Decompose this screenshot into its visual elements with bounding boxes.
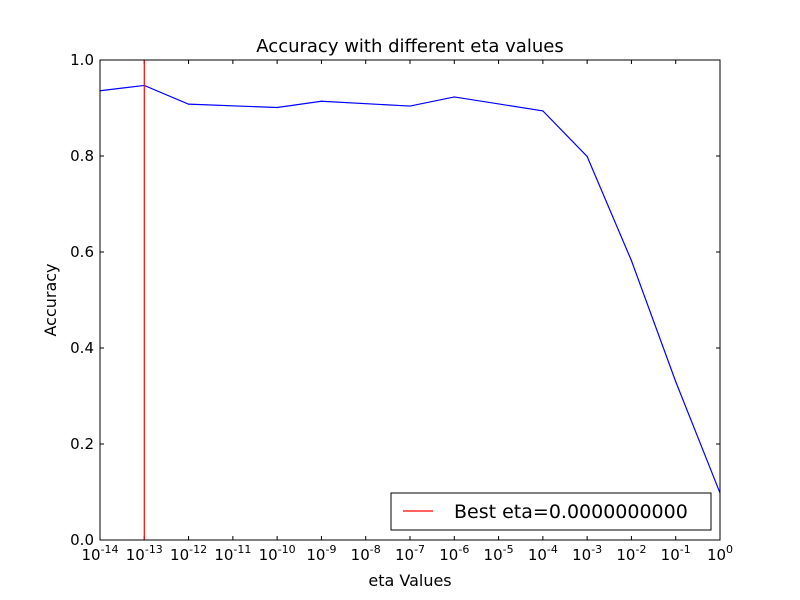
x-tick-exponent: -13 [145,543,163,556]
plot-frame [99,59,721,541]
x-tick-label: 10-14 [81,543,118,564]
x-tick-base: 10 [170,546,189,564]
x-tick-exponent: -5 [503,543,514,556]
x-tick-base: 10 [707,546,726,564]
x-tick-exponent: -9 [325,543,336,556]
x-tick-base: 10 [572,546,591,564]
x-tick-base: 10 [439,546,458,564]
x-tick-label: 10-4 [528,543,558,564]
y-tick-label: 0.4 [70,339,94,357]
x-tick-base: 10 [661,546,680,564]
y-tick-label: 0.8 [70,147,94,165]
x-tick-base: 10 [528,546,547,564]
legend: Best eta=0.0000000000 [390,492,712,531]
x-tick-label: 10-9 [306,543,336,564]
accuracy-point [453,96,455,98]
x-tick-base: 10 [351,546,370,564]
x-tick-base: 10 [616,546,635,564]
y-tick-label: 0.2 [70,435,94,453]
x-tick-base: 10 [214,546,233,564]
x-tick-label: 10-13 [126,543,163,564]
legend-box [390,492,712,531]
legend-entry-label: Best eta=0.0000000000 [454,501,688,523]
x-tick-exponent: -6 [458,543,469,556]
accuracy-line [99,84,721,494]
x-tick-exponent: -10 [278,543,296,556]
x-axis-label: eta Values [368,571,451,590]
x-tick-label: 10-11 [214,543,251,564]
x-tick-base: 10 [81,546,100,564]
x-tick-label: 10-1 [661,543,691,564]
accuracy-point [276,106,278,109]
accuracy-point [675,381,677,383]
x-tick-label: 10-8 [351,543,381,564]
y-tick-label: 1.0 [70,51,94,69]
accuracy-point [586,155,588,158]
x-tick-base: 10 [484,546,503,564]
x-tick-base: 10 [126,546,145,564]
accuracy-point [187,103,190,105]
x-tick-label: 10-5 [484,543,514,564]
x-tick-base: 10 [395,546,414,564]
chart-title: Accuracy with different eta values [256,36,563,57]
x-tick-exponent: -7 [414,543,425,556]
accuracy-point [630,260,633,262]
y-tick-label: 0.0 [70,531,94,549]
x-tick-base: 10 [259,546,278,564]
x-tick-exponent: -14 [101,543,119,556]
x-tick-label: 10-2 [616,543,646,564]
x-tick-label: 10-7 [395,543,425,564]
x-tick-exponent: -4 [547,543,558,556]
y-tick-label: 0.6 [70,243,94,261]
y-axis-label: Accuracy [41,263,60,336]
x-tick-exponent: -11 [233,543,251,556]
x-tick-base: 10 [306,546,325,564]
accuracy-point [320,100,323,102]
x-tick-label: 10-3 [572,543,602,564]
x-tick-exponent: 0 [726,543,733,556]
x-tick-label: 10-6 [439,543,469,564]
accuracy-point [542,110,544,112]
x-tick-label: 10-10 [259,543,296,564]
x-tick-exponent: -1 [680,543,691,556]
x-tick-exponent: -2 [635,543,646,556]
x-tick-exponent: -3 [591,543,602,556]
x-tick-label: 100 [707,543,733,564]
x-tick-exponent: -12 [189,543,207,556]
accuracy-point [409,105,411,107]
x-tick-label: 10-12 [170,543,207,564]
x-tick-exponent: -8 [370,543,381,556]
